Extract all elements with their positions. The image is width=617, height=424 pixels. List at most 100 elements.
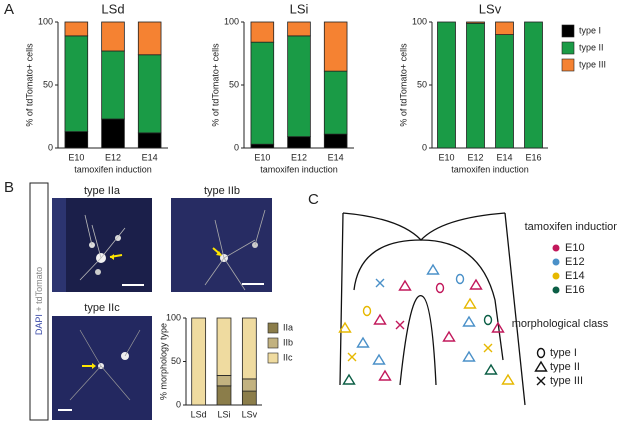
y-tick-label: 100 xyxy=(412,16,427,26)
x-tick-label: E14 xyxy=(142,152,158,162)
y-tick-label: 0 xyxy=(422,142,427,152)
marker-cross xyxy=(536,376,546,386)
bar-segment xyxy=(524,21,543,149)
septum-outline xyxy=(339,212,526,406)
y-tick-label: 50 xyxy=(43,79,53,89)
x-tick-label: E14 xyxy=(496,152,512,162)
image-label: type IIc xyxy=(84,302,120,314)
legend-dot xyxy=(552,258,560,266)
chart-title: LSd xyxy=(101,1,124,16)
bar-segment xyxy=(323,133,348,149)
x-tick-label: E10 xyxy=(68,152,84,162)
x-tick-label: E12 xyxy=(105,152,121,162)
marker-triangle xyxy=(426,263,440,275)
bar-segment xyxy=(216,317,232,376)
marker-cross xyxy=(347,352,357,362)
legend-dot xyxy=(552,286,560,294)
micrograph xyxy=(52,316,152,420)
bar-segment xyxy=(101,50,125,120)
x-axis-label: tamoxifen induction xyxy=(260,164,338,174)
marker-triangle xyxy=(338,321,352,333)
x-axis-label: tamoxifen induction xyxy=(451,164,529,174)
legend-swatch xyxy=(267,337,279,349)
legend-label: E10 xyxy=(565,242,585,254)
marker-cross xyxy=(395,320,405,330)
marker-circle xyxy=(536,347,546,359)
legend-label: type I xyxy=(550,347,577,359)
micrograph xyxy=(52,198,152,292)
legend-label: IIa xyxy=(283,322,293,332)
bar-segment xyxy=(437,21,456,149)
marker-triangle xyxy=(373,313,387,325)
image-label: type IIb xyxy=(204,185,240,197)
legend-swatch xyxy=(561,24,575,38)
stain-tdtomato: + tdTomato xyxy=(34,267,44,312)
legend-label: type I xyxy=(579,25,601,35)
marker-triangle xyxy=(372,353,386,365)
marker-triangle xyxy=(462,350,476,362)
bar-segment xyxy=(101,118,125,149)
marker-triangle xyxy=(534,360,548,372)
marker-cross xyxy=(483,343,493,353)
legend-label: type III xyxy=(550,375,583,387)
bar-segment xyxy=(137,132,162,149)
marker-triangle xyxy=(463,297,477,309)
chart-title: LSi xyxy=(290,1,309,16)
bar-segment xyxy=(241,317,257,380)
marker-circle xyxy=(455,273,465,285)
bar-segment xyxy=(64,131,89,149)
bar-segment xyxy=(216,375,232,387)
bar-segment xyxy=(137,54,162,134)
x-axis-label: tamoxifen induction xyxy=(74,164,152,174)
marker-cross xyxy=(375,278,385,288)
stain-dapi: DAPI xyxy=(34,314,44,335)
legend-label: type III xyxy=(579,59,606,69)
y-tick-label: 50 xyxy=(417,79,427,89)
legend-label: IIb xyxy=(283,337,293,347)
legend-swatch xyxy=(561,41,575,55)
legend-label: type II xyxy=(579,42,604,52)
x-tick-label: E10 xyxy=(254,152,270,162)
bar-segment xyxy=(101,21,125,52)
y-tick-label: 100 xyxy=(224,16,239,26)
marker-triangle xyxy=(398,279,412,291)
x-tick-label: LSi xyxy=(217,409,230,419)
bar-segment xyxy=(191,317,207,406)
bar-segment xyxy=(495,34,514,149)
marker-triangle xyxy=(442,330,456,342)
x-tick-label: E12 xyxy=(291,152,307,162)
marker-triangle xyxy=(469,278,483,290)
bar-segment xyxy=(466,22,485,149)
bar-segment xyxy=(216,385,232,406)
legend-label: E14 xyxy=(565,270,585,282)
y-axis-label: % of tdTomato+ cells xyxy=(398,43,408,127)
bar-segment xyxy=(64,21,89,37)
legend-title: morphological class xyxy=(512,318,609,330)
bar-segment xyxy=(287,21,311,37)
panel-letter: A xyxy=(4,1,14,18)
bar-segment xyxy=(250,143,275,149)
marker-triangle xyxy=(462,315,476,327)
marker-triangle xyxy=(491,321,505,333)
marker-circle xyxy=(483,314,493,326)
legend-swatch xyxy=(267,322,279,334)
marker-triangle xyxy=(342,373,356,385)
bar-segment xyxy=(287,35,311,138)
bar-segment xyxy=(323,21,348,72)
marker-triangle xyxy=(484,363,498,375)
legend-swatch xyxy=(267,352,279,364)
legend-dot xyxy=(552,272,560,280)
x-tick-label: E16 xyxy=(525,152,541,162)
y-tick-label: 100 xyxy=(166,312,181,322)
bar-segment xyxy=(250,21,275,43)
bar-segment xyxy=(64,35,89,133)
bar-segment xyxy=(241,378,257,392)
marker-circle xyxy=(362,305,372,317)
micrograph xyxy=(171,198,272,292)
y-tick-label: 50 xyxy=(171,356,181,366)
bar-segment xyxy=(137,21,162,56)
legend-label: E12 xyxy=(565,256,585,268)
x-tick-label: LSd xyxy=(191,409,207,419)
y-axis-label: % of tdTomato+ cells xyxy=(210,43,220,127)
